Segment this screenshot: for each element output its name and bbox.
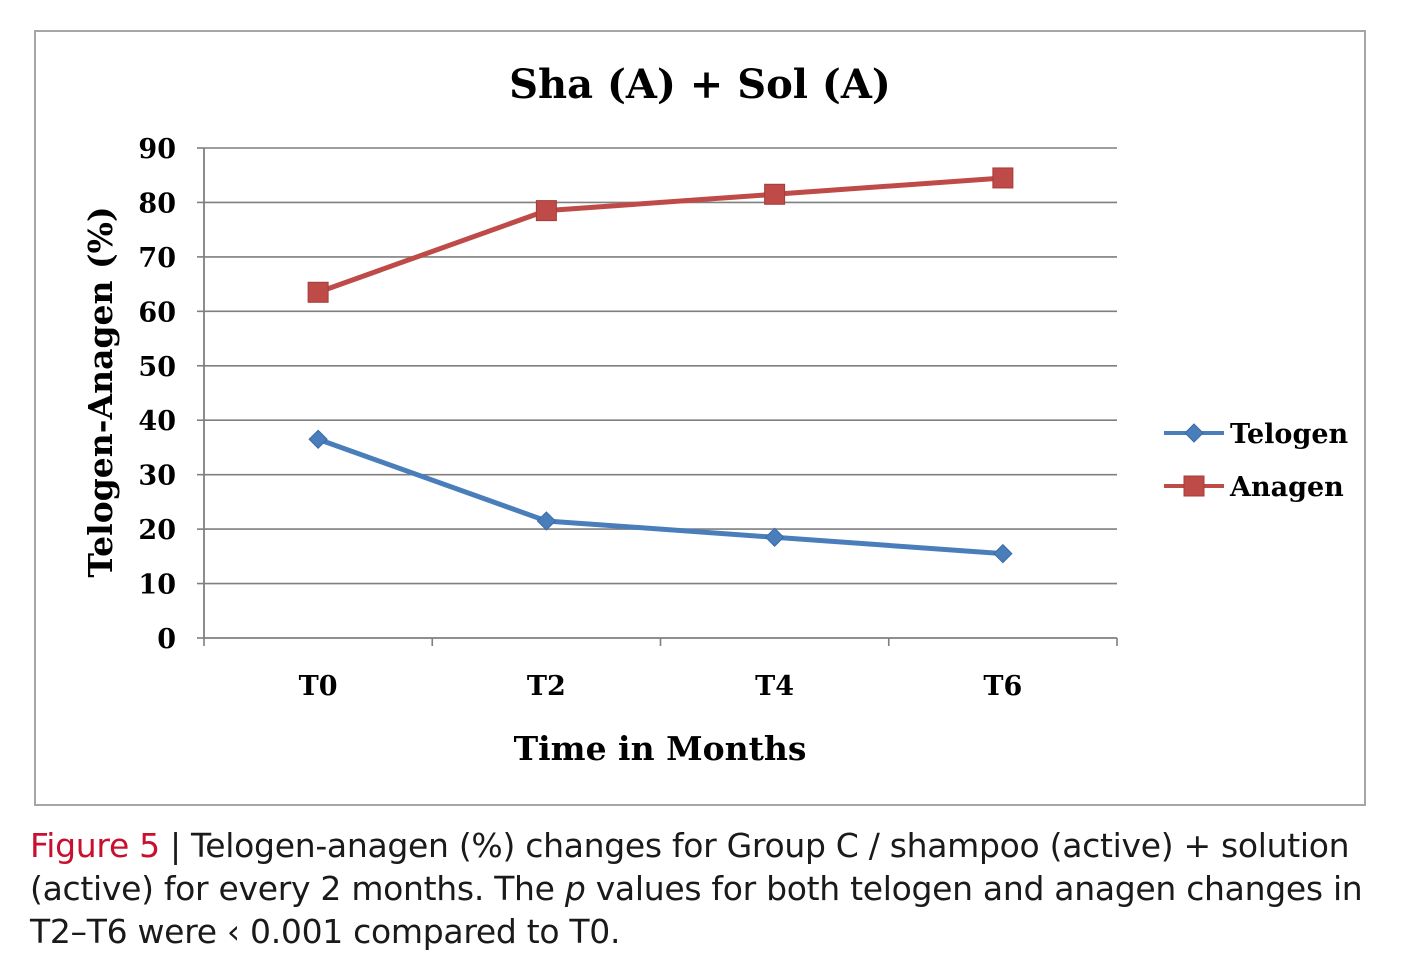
caption-text-2: values for both telogen and anagen chang… <box>30 869 1363 951</box>
point-anagen-T0 <box>307 281 329 303</box>
series-line-telogen <box>317 436 1004 557</box>
y-tick-labels: 0 10 20 30 40 50 60 70 80 90 <box>138 134 176 655</box>
line-chart: Sha (A) + Sol (A) 0 10 20 30 40 50 60 70 80 90 T0… <box>81 61 1348 768</box>
chart-frame <box>34 30 1366 806</box>
caption-separator: | <box>159 826 192 865</box>
y-tick-label-70: 70 <box>138 243 176 274</box>
point-telogen-T2 <box>536 511 557 531</box>
y-tick-label-60: 60 <box>138 297 176 328</box>
y-tick-label-10: 10 <box>138 570 176 601</box>
series <box>307 167 1014 564</box>
series-line-anagen <box>317 175 1004 295</box>
y-tick-label-0: 0 <box>157 624 176 655</box>
legend-marker-telogen <box>1184 423 1204 443</box>
point-anagen-T6 <box>992 167 1014 189</box>
x-tick-label-T4: T4 <box>755 671 794 702</box>
point-anagen-T2 <box>535 200 557 222</box>
figure-label: Figure 5 <box>30 826 160 865</box>
caption-p-symbol: p <box>564 869 586 908</box>
point-anagen-T4 <box>764 183 786 205</box>
y-tick-label-20: 20 <box>138 515 176 546</box>
figure-caption: Figure 5 | Telogen-anagen (%) changes fo… <box>30 824 1380 953</box>
y-tick-label-40: 40 <box>138 406 176 437</box>
x-tick-label-T6: T6 <box>983 671 1022 702</box>
legend: Telogen Anagen <box>1164 419 1348 503</box>
x-axis-label: Time in Months <box>514 729 807 768</box>
x-tick-label-T2: T2 <box>527 671 566 702</box>
y-tick-label-50: 50 <box>138 352 176 383</box>
y-tick-label-90: 90 <box>138 134 176 165</box>
gridlines <box>204 147 1117 585</box>
chart-title: Sha (A) + Sol (A) <box>509 61 891 108</box>
point-telogen-T0 <box>308 429 328 449</box>
y-tick-label-30: 30 <box>138 461 176 492</box>
x-tick-label-T0: T0 <box>299 671 338 702</box>
axes <box>197 147 1118 646</box>
legend-label-telogen: Telogen <box>1230 419 1348 450</box>
legend-label-anagen: Anagen <box>1229 472 1344 503</box>
point-telogen-T4 <box>764 527 785 547</box>
x-tick-labels: T0 T2 T4 T6 <box>299 671 1023 702</box>
y-tick-label-80: 80 <box>138 188 176 219</box>
caption-text-1: Telogen-anagen (%) changes for Group C /… <box>30 826 1350 908</box>
y-axis-label: Telogen-Anagen (%) <box>81 206 120 577</box>
legend-marker-anagen <box>1183 475 1205 497</box>
point-telogen-T6 <box>993 543 1013 564</box>
